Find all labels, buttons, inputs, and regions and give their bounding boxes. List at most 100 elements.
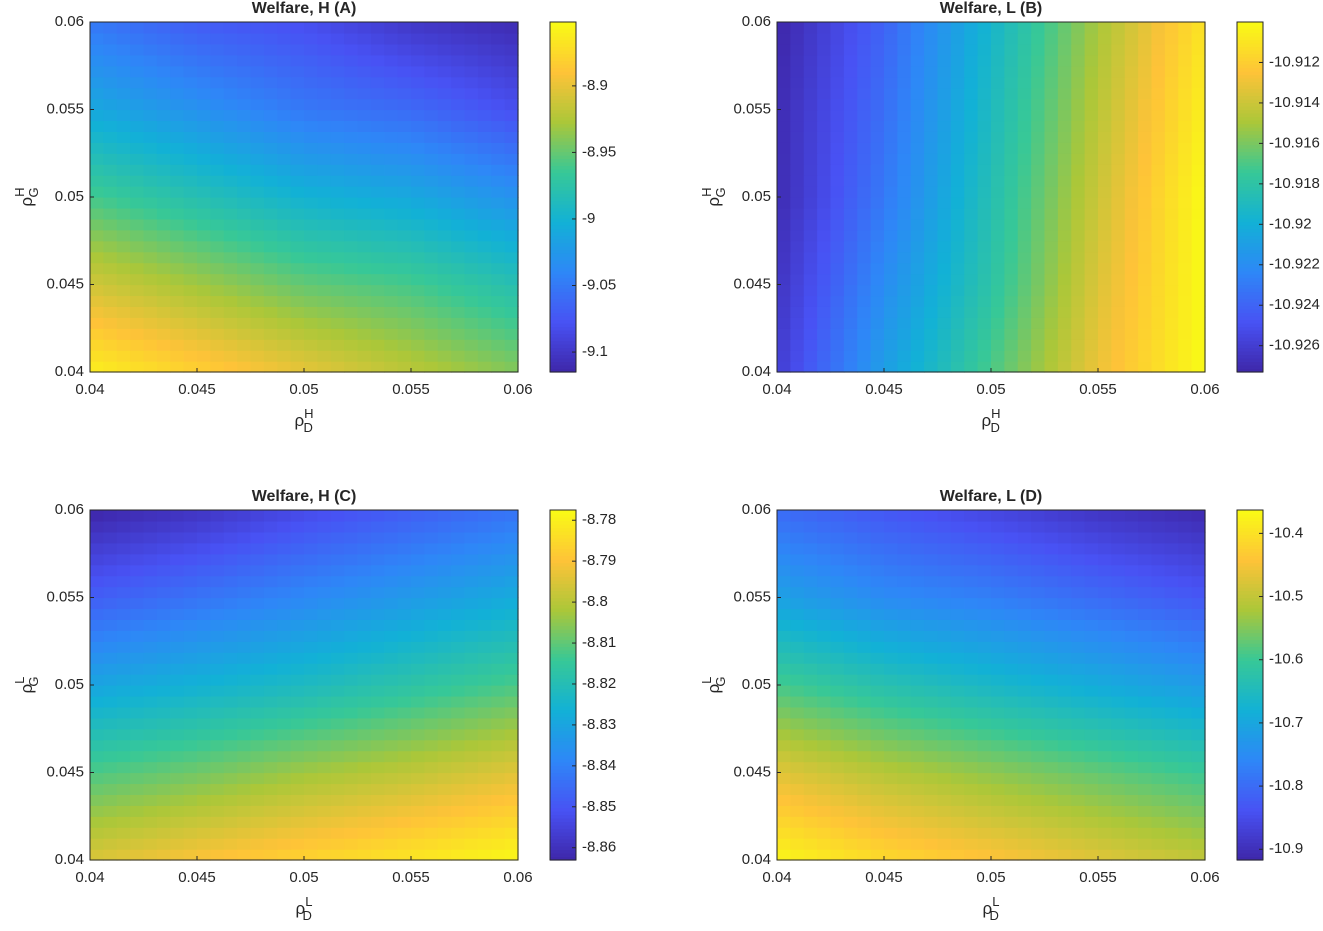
contour-fill <box>1031 131 1046 143</box>
contour-fill <box>884 98 898 111</box>
contour-fill <box>857 306 872 318</box>
contour-fill <box>143 120 158 132</box>
colorbar-swatch <box>550 319 576 324</box>
contour-fill <box>504 586 519 599</box>
contour-fill <box>277 197 292 209</box>
contour-fill <box>477 652 492 664</box>
contour-fill <box>1071 586 1086 599</box>
colorbar-swatch <box>550 263 576 268</box>
contour-fill <box>344 652 359 664</box>
contour-fill <box>843 641 858 653</box>
contour-fill <box>370 827 385 839</box>
contour-fill <box>330 794 345 806</box>
contour-fill <box>1164 153 1179 165</box>
colorbar-swatch <box>1237 260 1263 265</box>
contour-fill <box>437 728 452 741</box>
contour-fill <box>384 76 399 89</box>
contour-fill <box>897 164 912 176</box>
contour-fill <box>1124 175 1139 187</box>
contour-fill <box>843 728 858 741</box>
contour-fill <box>330 674 345 686</box>
contour-fill <box>170 22 185 34</box>
contour-fill <box>1178 317 1193 329</box>
contour-fill <box>504 109 519 122</box>
contour-fill <box>964 717 979 730</box>
contour-fill <box>277 87 292 100</box>
contour-fill <box>1071 284 1086 297</box>
colorbar-swatch <box>1237 622 1263 627</box>
contour-fill <box>1098 186 1112 198</box>
contour-fill <box>937 32 952 45</box>
contour-fill <box>477 619 492 631</box>
contour-fill <box>964 98 979 111</box>
contour-fill <box>223 816 238 828</box>
contour-fill <box>977 65 992 78</box>
colorbar-swatch <box>550 88 576 93</box>
contour-fill <box>437 109 452 122</box>
contour-fill <box>1084 674 1099 686</box>
contour-fill <box>1071 76 1086 89</box>
contour-fill <box>1178 783 1193 795</box>
contour-fill <box>897 175 912 187</box>
contour-fill <box>330 284 345 297</box>
contour-fill <box>1004 728 1019 741</box>
contour-fill <box>90 728 104 741</box>
contour-fill <box>103 805 118 817</box>
contour-fill <box>817 43 832 56</box>
contour-fill <box>897 717 912 730</box>
contour-fill <box>344 328 359 340</box>
contour-fill <box>304 229 318 242</box>
contour-fill <box>317 87 332 100</box>
contour-fill <box>210 564 225 577</box>
contour-fill <box>817 98 832 111</box>
contour-fill <box>830 630 845 642</box>
colorbar-swatch <box>550 29 576 34</box>
contour-fill <box>223 317 238 329</box>
colorbar-swatch <box>1237 618 1263 623</box>
contour-fill <box>1191 520 1206 533</box>
contour-fill <box>116 295 131 307</box>
contour-fill <box>424 251 439 264</box>
contour-fill <box>397 295 412 307</box>
contour-fill <box>991 531 1005 544</box>
contour-fill <box>1124 761 1139 774</box>
contour-fill <box>897 674 912 686</box>
contour-fill <box>1084 229 1099 242</box>
contour-fill <box>1004 186 1019 198</box>
contour-fill <box>330 120 345 132</box>
contour-fill <box>156 619 171 631</box>
contour-fill <box>357 717 372 730</box>
contour-fill <box>103 739 118 752</box>
contour-fill <box>223 22 238 34</box>
contour-fill <box>977 251 992 264</box>
contour-fill <box>263 339 278 351</box>
contour-fill <box>1004 339 1019 351</box>
contour-fill <box>464 350 479 362</box>
contour-fill <box>1044 284 1059 297</box>
contour-fill <box>330 531 345 544</box>
contour-fill <box>977 98 992 111</box>
contour-fill <box>1111 542 1126 555</box>
contour-fill <box>250 542 265 555</box>
contour-fill <box>491 218 506 231</box>
contour-fill <box>344 65 359 78</box>
contour-fill <box>344 641 359 653</box>
contour-fill <box>451 339 466 351</box>
contour-fill <box>1044 827 1059 839</box>
colorbar-swatch <box>1237 176 1263 181</box>
colorbar-swatch <box>1237 347 1263 352</box>
contour-fill <box>411 262 425 275</box>
contour-fill <box>1004 317 1019 329</box>
colorbar-swatch <box>550 790 576 795</box>
contour-fill <box>1124 54 1139 67</box>
contour-fill <box>1098 131 1112 143</box>
contour-fill <box>437 739 452 752</box>
contour-fill <box>277 641 292 653</box>
contour-fill <box>790 284 805 297</box>
contour-fill <box>1057 641 1072 653</box>
contour-fill <box>897 542 912 555</box>
contour-fill <box>357 317 372 329</box>
contour-fill <box>370 262 385 275</box>
contour-fill <box>263 542 278 555</box>
contour-fill <box>1164 772 1179 785</box>
